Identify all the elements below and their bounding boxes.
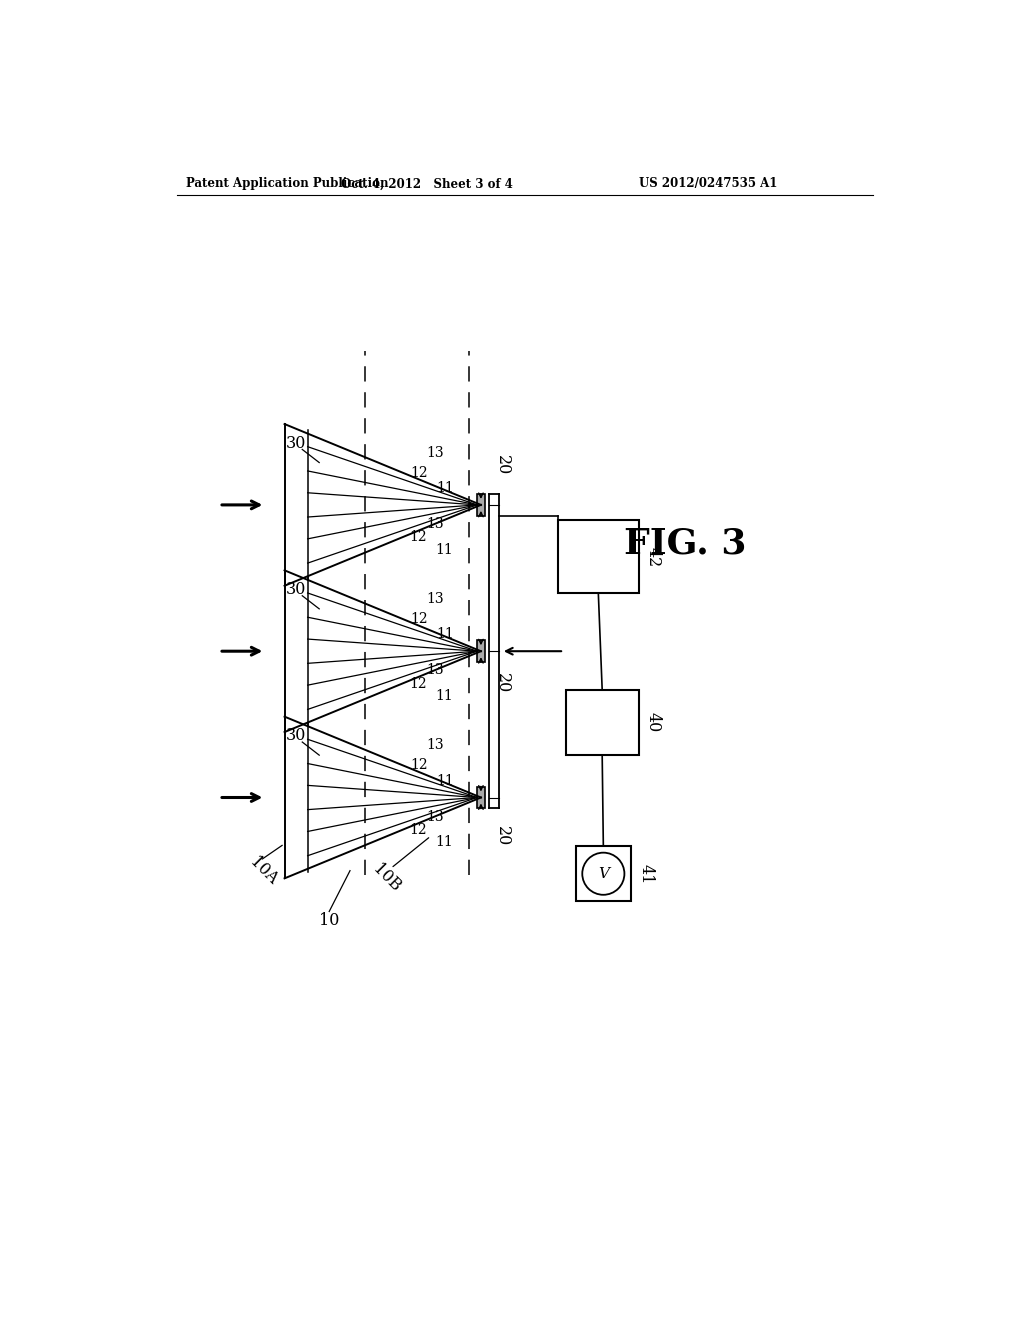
- Text: 13: 13: [426, 809, 443, 824]
- Text: 13: 13: [426, 517, 443, 531]
- Text: 10: 10: [319, 912, 339, 929]
- Text: 13: 13: [426, 664, 443, 677]
- Text: 11: 11: [435, 543, 453, 557]
- Text: 13: 13: [426, 738, 443, 752]
- Bar: [477, 494, 484, 516]
- Text: 11: 11: [436, 627, 454, 642]
- Text: 12: 12: [411, 612, 428, 626]
- Text: 30: 30: [286, 581, 306, 598]
- Bar: [575, 846, 631, 902]
- Text: Oct. 4, 2012   Sheet 3 of 4: Oct. 4, 2012 Sheet 3 of 4: [341, 177, 513, 190]
- Text: FIG. 3: FIG. 3: [624, 527, 746, 561]
- Text: 12: 12: [411, 758, 428, 772]
- Text: Patent Application Publication: Patent Application Publication: [186, 177, 388, 190]
- Text: 10B: 10B: [370, 861, 404, 896]
- Text: V: V: [598, 867, 609, 880]
- Text: 12: 12: [409, 822, 427, 837]
- Text: 20: 20: [494, 826, 511, 846]
- Text: 13: 13: [426, 446, 443, 459]
- Text: 40: 40: [645, 713, 662, 733]
- Text: 20: 20: [494, 454, 511, 475]
- Text: 41: 41: [637, 863, 654, 884]
- Bar: [565, 689, 639, 755]
- Bar: [558, 520, 639, 594]
- Text: 42: 42: [645, 546, 662, 568]
- Text: 11: 11: [436, 774, 454, 788]
- Text: 12: 12: [411, 466, 428, 479]
- Text: 30: 30: [286, 727, 306, 744]
- Text: 11: 11: [436, 480, 454, 495]
- Text: 30: 30: [286, 434, 306, 451]
- Text: 20: 20: [494, 673, 511, 694]
- Text: 11: 11: [435, 836, 453, 849]
- Text: 12: 12: [409, 531, 427, 544]
- Text: 12: 12: [409, 677, 427, 690]
- Text: US 2012/0247535 A1: US 2012/0247535 A1: [639, 177, 777, 190]
- Text: 13: 13: [426, 591, 443, 606]
- Bar: [477, 640, 484, 663]
- Bar: [477, 787, 484, 808]
- Text: 11: 11: [435, 689, 453, 702]
- Text: 10A: 10A: [246, 853, 281, 888]
